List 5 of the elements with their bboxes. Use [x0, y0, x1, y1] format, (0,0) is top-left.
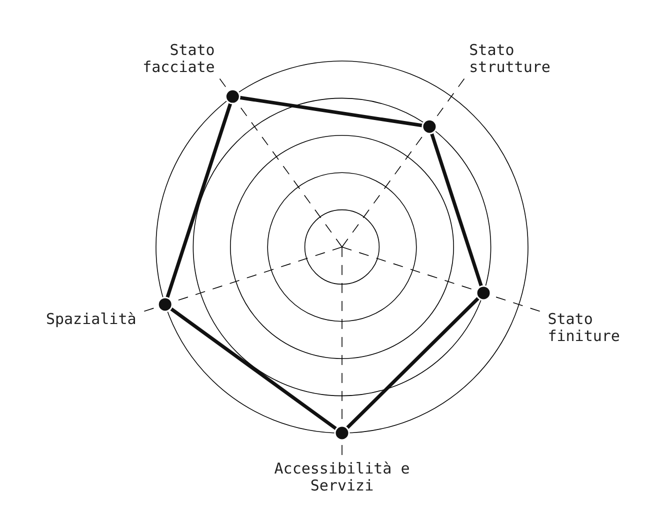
spoke-label: Accessibilità e Servizi	[274, 459, 410, 494]
spoke-label: Stato facciate	[142, 40, 215, 76]
spoke-label: Stato strutture	[469, 40, 550, 76]
spoke-label: Stato finiture	[548, 310, 620, 345]
spoke-label: Spazialità	[46, 310, 136, 328]
